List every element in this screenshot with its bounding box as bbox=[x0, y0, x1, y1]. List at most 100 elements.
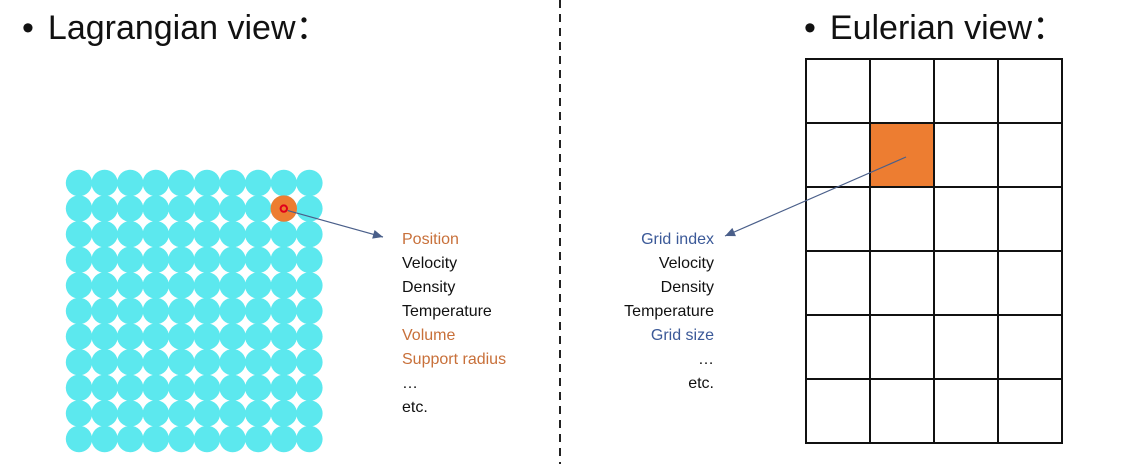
particle bbox=[168, 221, 195, 248]
highlighted-cell bbox=[870, 123, 934, 187]
particle bbox=[91, 195, 118, 222]
lagrangian-title: Lagrangian view bbox=[47, 9, 296, 47]
particle bbox=[91, 349, 118, 376]
particle bbox=[219, 221, 246, 248]
grid-cell bbox=[933, 186, 999, 252]
particle bbox=[270, 425, 297, 453]
particle-to-attributes-arrow-head bbox=[372, 229, 383, 239]
particle bbox=[245, 400, 272, 427]
particle bbox=[142, 195, 169, 222]
left-attribute: etc. bbox=[402, 399, 428, 416]
particle bbox=[245, 323, 272, 350]
particle bbox=[142, 246, 169, 273]
particle bbox=[65, 246, 93, 273]
grid-cell bbox=[805, 250, 871, 316]
particle bbox=[117, 374, 144, 401]
particle-field bbox=[65, 169, 323, 453]
particle bbox=[91, 272, 118, 299]
particle bbox=[168, 195, 195, 222]
particle-to-attributes-arrow-line bbox=[287, 210, 384, 238]
particle bbox=[219, 425, 246, 453]
bullet: • bbox=[22, 9, 34, 47]
particle bbox=[65, 297, 93, 325]
particle bbox=[168, 169, 195, 197]
particle-to-attributes-arrow bbox=[287, 210, 384, 239]
particle bbox=[296, 169, 323, 197]
grid-cell bbox=[997, 58, 1063, 124]
left-attribute: Position bbox=[402, 231, 459, 248]
particle bbox=[142, 272, 169, 299]
particle bbox=[142, 323, 169, 350]
grid-cell bbox=[869, 186, 935, 252]
particle bbox=[219, 323, 246, 350]
particle bbox=[219, 374, 246, 401]
eulerian-heading: • Eulerian view： bbox=[804, 9, 1067, 47]
particle bbox=[193, 272, 221, 299]
particle bbox=[296, 323, 323, 350]
particle bbox=[91, 169, 118, 197]
particle bbox=[91, 425, 118, 453]
particle bbox=[65, 195, 93, 222]
grid-cell bbox=[869, 58, 935, 124]
particle bbox=[117, 349, 144, 376]
cell-to-attributes-arrow bbox=[724, 156, 907, 237]
particle bbox=[65, 221, 93, 248]
particle bbox=[65, 425, 93, 453]
particle bbox=[65, 323, 93, 350]
particle bbox=[142, 374, 169, 401]
cell-to-attributes-arrow-head bbox=[725, 227, 736, 237]
particle bbox=[117, 221, 144, 248]
particle bbox=[91, 297, 118, 325]
particle bbox=[296, 374, 323, 401]
particle bbox=[142, 400, 169, 427]
grid-cell bbox=[997, 122, 1063, 188]
left-attribute: … bbox=[402, 375, 418, 392]
particle-center-marker bbox=[279, 204, 288, 213]
particle bbox=[296, 400, 323, 427]
particle bbox=[219, 272, 246, 299]
particle bbox=[142, 349, 169, 376]
lagrangian-heading: • Lagrangian view： bbox=[22, 9, 330, 47]
left-attribute: Temperature bbox=[402, 303, 492, 320]
right-attribute: … bbox=[698, 351, 714, 368]
grid-cell bbox=[933, 58, 999, 124]
left-attribute: Support radius bbox=[402, 351, 507, 368]
particle bbox=[193, 323, 221, 350]
right-attribute: Velocity bbox=[658, 255, 714, 272]
grid-cell bbox=[933, 378, 999, 444]
arrows bbox=[287, 156, 907, 239]
particle bbox=[270, 272, 297, 299]
grid-cell bbox=[869, 378, 935, 444]
grid-cell bbox=[933, 250, 999, 316]
particle bbox=[270, 400, 297, 427]
particle bbox=[245, 221, 272, 248]
grid-cell bbox=[805, 378, 871, 444]
particle bbox=[296, 195, 323, 222]
particle bbox=[65, 349, 93, 376]
left-attribute: Volume bbox=[402, 327, 456, 344]
particle bbox=[193, 246, 221, 273]
right-attribute: Temperature bbox=[624, 303, 714, 320]
eulerian-attribute-list: Grid index Velocity Density Temperature Grid… bbox=[624, 228, 714, 396]
particle bbox=[65, 272, 93, 299]
particle bbox=[117, 400, 144, 427]
euler-grid bbox=[805, 58, 1063, 444]
particle bbox=[270, 323, 297, 350]
eulerian-title: Eulerian view bbox=[829, 9, 1033, 47]
particle bbox=[219, 349, 246, 376]
particle bbox=[168, 349, 195, 376]
left-attribute: Density bbox=[402, 279, 456, 296]
right-attribute: Density bbox=[660, 279, 714, 296]
particle bbox=[117, 169, 144, 197]
particle bbox=[193, 297, 221, 325]
particle bbox=[219, 400, 246, 427]
grid-cell bbox=[997, 250, 1063, 316]
grid-cell bbox=[869, 314, 935, 380]
right-attribute: Grid index bbox=[641, 231, 714, 248]
particle bbox=[168, 246, 195, 273]
particle bbox=[270, 221, 297, 248]
particle bbox=[245, 297, 272, 325]
particle bbox=[168, 323, 195, 350]
particle bbox=[270, 349, 297, 376]
